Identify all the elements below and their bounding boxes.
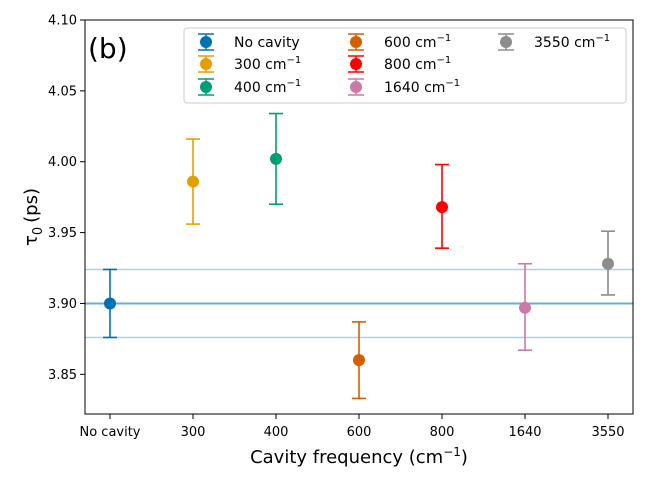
x-tick-label: 800 bbox=[430, 425, 455, 440]
panel-label: (b) bbox=[88, 32, 128, 65]
y-tick-label: 3.95 bbox=[48, 226, 77, 241]
legend: No cavity 300 cm−1 400 cm−1 600 cm−1 800 cm−… bbox=[183, 27, 627, 104]
legend-item: 300 cm−1 bbox=[198, 55, 301, 73]
legend-label: 1640 cm−1 bbox=[384, 78, 460, 96]
data-point bbox=[519, 301, 531, 314]
legend-marker bbox=[350, 81, 362, 93]
legend-label: 300 cm−1 bbox=[234, 55, 301, 73]
legend-item: 400 cm−1 bbox=[198, 78, 301, 96]
legend-item: 3550 cm−1 bbox=[498, 33, 610, 51]
legend-item: 600 cm−1 bbox=[348, 33, 451, 51]
legend-marker bbox=[350, 36, 362, 48]
x-axis-label: Cavity frequency (cm−1) bbox=[250, 445, 468, 468]
data-point-group bbox=[352, 321, 366, 400]
y-tick-label: 4.10 bbox=[48, 14, 77, 29]
data-point-group bbox=[435, 163, 449, 249]
data-point-group bbox=[518, 262, 532, 352]
legend-label: 3550 cm−1 bbox=[534, 33, 610, 51]
legend-marker bbox=[200, 81, 212, 93]
y-tick-label: 4.00 bbox=[48, 155, 77, 170]
data-point bbox=[602, 257, 614, 270]
legend-marker bbox=[500, 36, 512, 48]
x-tick-label: 1640 bbox=[508, 425, 541, 440]
legend-marker bbox=[200, 36, 212, 48]
legend-marker bbox=[350, 58, 362, 70]
y-tick-label: 3.90 bbox=[48, 297, 77, 312]
data-point-group bbox=[103, 268, 117, 339]
data-point bbox=[270, 152, 282, 165]
data-point-group bbox=[601, 230, 615, 296]
x-tick-label: 3550 bbox=[591, 425, 624, 440]
data-point bbox=[353, 354, 365, 367]
data-point-group bbox=[186, 138, 200, 225]
x-tick-label: No cavity bbox=[79, 425, 140, 440]
y-tick-label: 4.05 bbox=[48, 84, 77, 99]
legend-item: 1640 cm−1 bbox=[348, 78, 460, 96]
y-axis-label: τ0(ps) bbox=[21, 188, 46, 246]
legend-label: 800 cm−1 bbox=[384, 55, 451, 73]
legend-label: 600 cm−1 bbox=[384, 33, 451, 51]
x-tick-label: 300 bbox=[181, 425, 206, 440]
legend-label: 400 cm−1 bbox=[234, 78, 301, 96]
data-point bbox=[104, 297, 116, 310]
x-tick-label: 400 bbox=[264, 425, 289, 440]
y-tick-label: 3.85 bbox=[48, 368, 77, 383]
legend-marker bbox=[200, 58, 212, 70]
x-tick-label: 600 bbox=[347, 425, 372, 440]
legend-frame bbox=[183, 27, 627, 104]
legend-label: No cavity bbox=[234, 35, 300, 51]
data-point bbox=[187, 175, 199, 188]
legend-item: No cavity bbox=[198, 33, 300, 51]
data-point-group bbox=[269, 112, 283, 206]
legend-item: 800 cm−1 bbox=[348, 55, 451, 73]
data-point bbox=[436, 201, 448, 214]
